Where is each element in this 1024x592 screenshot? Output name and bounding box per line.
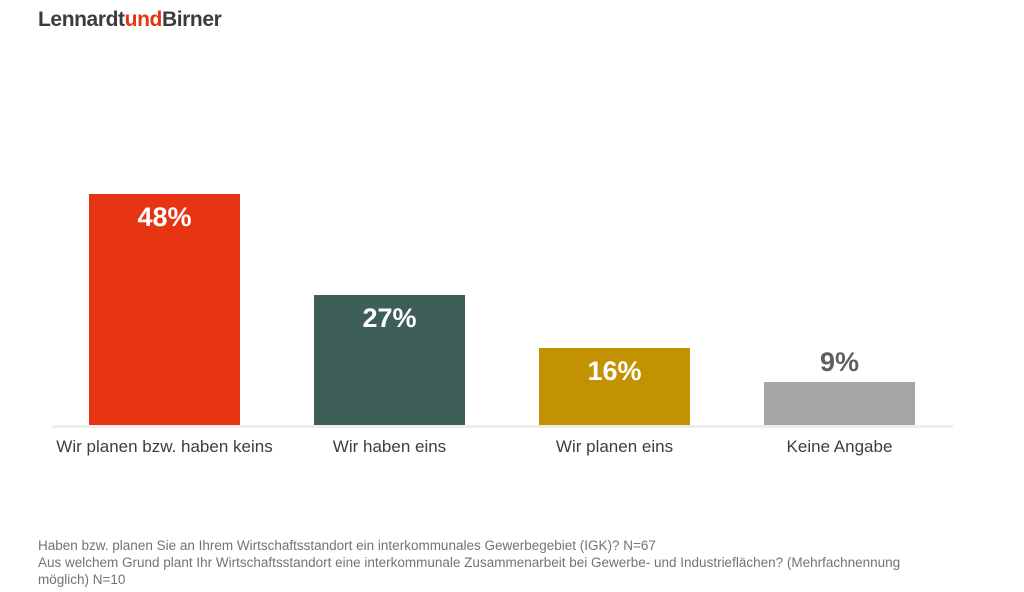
bar-slot: 27% [277, 145, 502, 425]
footnote-line-3: möglich) N=10 [38, 572, 126, 587]
bar-slot: 9% [727, 145, 952, 425]
bar [764, 381, 915, 425]
survey-footnote: Haben bzw. planen Sie an Ihrem Wirtschaf… [38, 537, 958, 588]
bar-chart: 48% 27% 16% 9% [52, 145, 952, 425]
footnote-line-1: Haben bzw. planen Sie an Ihrem Wirtschaf… [38, 538, 656, 553]
brand-logo: LennardtundBirner [38, 8, 222, 32]
bar-slot: 16% [502, 145, 727, 425]
category-label-row: Wir planen bzw. haben keins Wir haben ein… [52, 437, 952, 457]
category-label: Keine Angabe [786, 437, 893, 456]
bar-value-label: 9% [819, 346, 860, 377]
bar: 48% [89, 194, 240, 425]
bar: 16% [539, 348, 690, 425]
footnote-line-2: Aus welchem Grund plant Ihr Wirtschaftss… [38, 555, 901, 570]
category-label: Wir planen bzw. haben keins [56, 437, 273, 456]
category-label: Wir planen eins [555, 437, 674, 456]
bar-value-label: 48% [137, 202, 192, 232]
brand-logo-part1: Lennardt [38, 8, 125, 31]
bar-value-label: 27% [362, 303, 417, 334]
category-label: Wir haben eins [332, 437, 447, 456]
bar: 27% [314, 295, 465, 425]
x-axis-baseline [52, 425, 953, 428]
bar-value-label: 16% [587, 356, 642, 386]
brand-logo-part3: Birner [161, 8, 222, 31]
brand-logo-part2: und [124, 8, 163, 31]
bar-slot: 48% [52, 145, 277, 425]
